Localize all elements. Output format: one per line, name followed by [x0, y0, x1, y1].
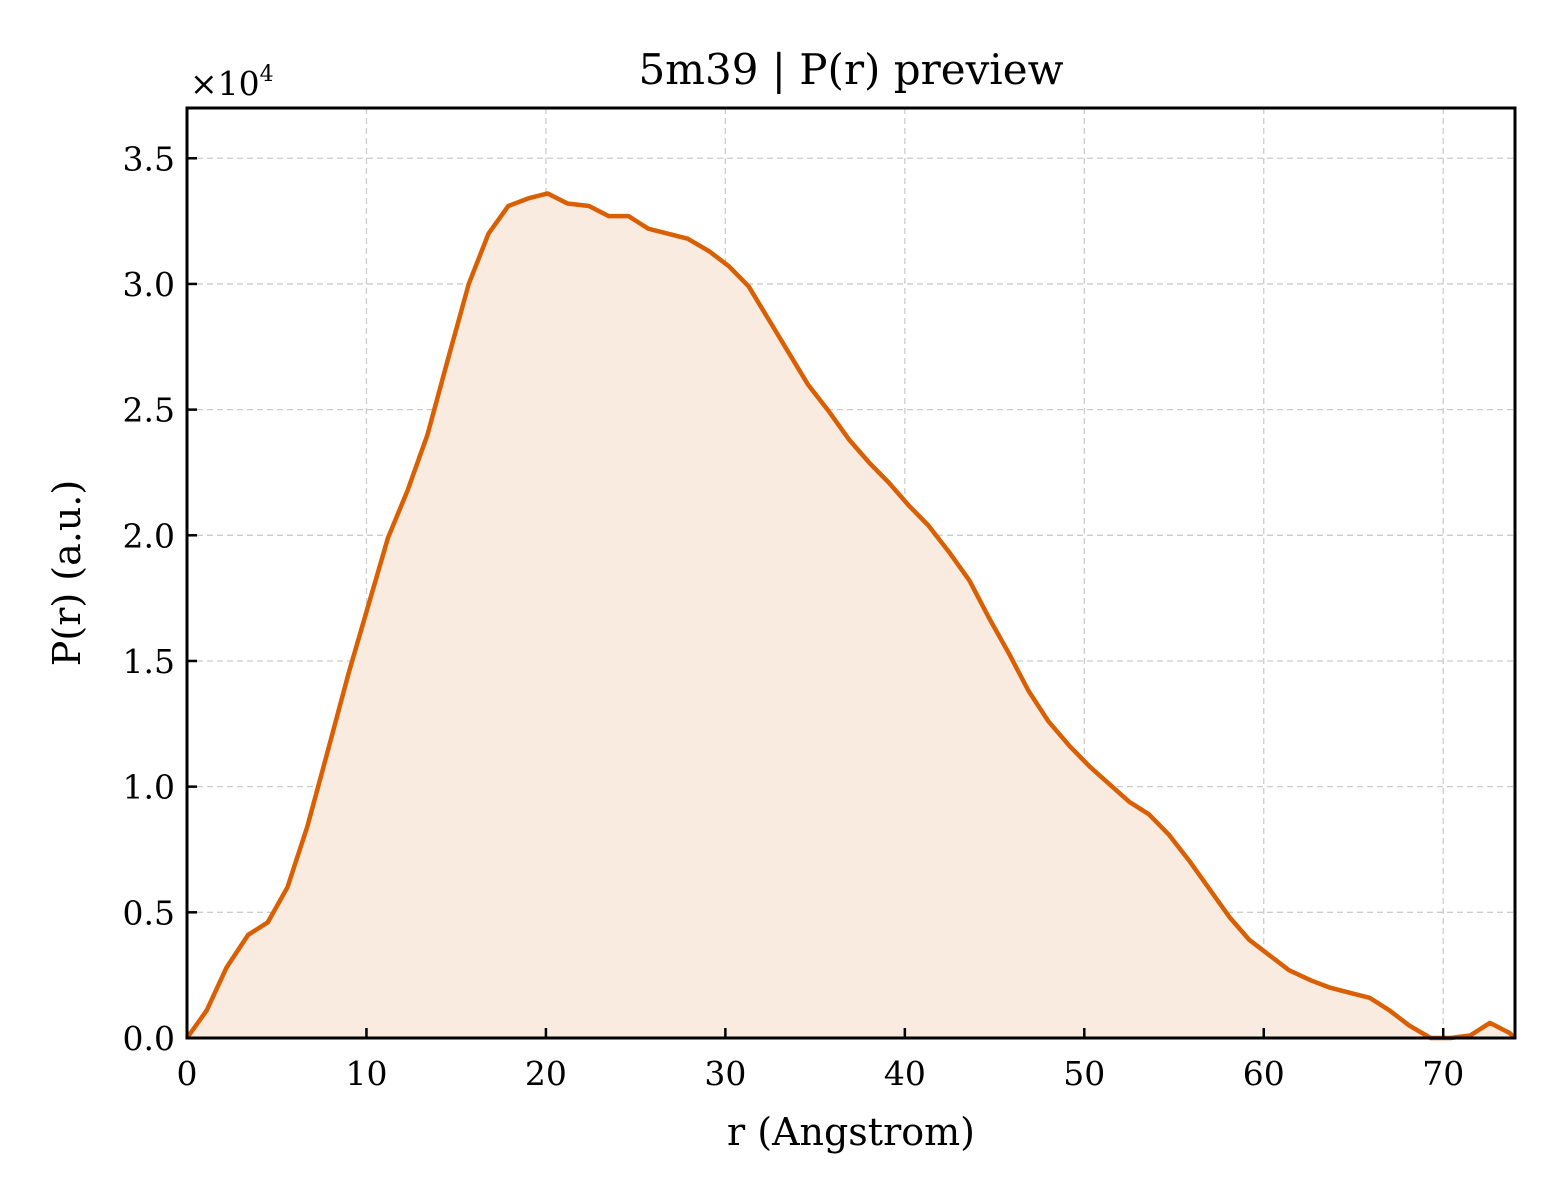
- axis-ticks: [185, 157, 1445, 1040]
- x-tick-label: 50: [1063, 1054, 1105, 1093]
- y-tick-label: 3.5: [123, 139, 175, 178]
- y-tick-label: 1.0: [123, 768, 175, 807]
- pr-area-fill: [187, 193, 1515, 1038]
- plot-frame: [185, 106, 1517, 1040]
- pr-series-line: [185, 191, 1517, 1041]
- y-tick-label: 0.0: [123, 1019, 175, 1058]
- x-tick-label: 60: [1243, 1054, 1285, 1093]
- chart-title: 5m39 | P(r) preview: [638, 45, 1063, 94]
- y-multiplier-exponent: 4: [260, 62, 274, 87]
- x-tick-label: 30: [704, 1054, 746, 1093]
- x-axis-label: r (Angstrom): [727, 1110, 975, 1154]
- x-tick-label: 10: [345, 1054, 387, 1093]
- y-tick-label: 0.5: [123, 893, 175, 932]
- y-axis-label: P(r) (a.u.): [45, 480, 89, 666]
- y-tick-label: 2.5: [123, 391, 175, 430]
- y-axis-multiplier: ×104: [190, 62, 274, 103]
- x-tick-label: 20: [525, 1054, 567, 1093]
- y-tick-label: 1.5: [123, 642, 175, 681]
- x-tick-label: 70: [1422, 1054, 1464, 1093]
- x-tick-label: 0: [177, 1054, 198, 1093]
- y-multiplier-base: ×10: [190, 64, 260, 103]
- y-tick-label: 2.0: [123, 516, 175, 555]
- y-tick-label: 3.0: [123, 265, 175, 304]
- x-tick-label: 40: [884, 1054, 926, 1093]
